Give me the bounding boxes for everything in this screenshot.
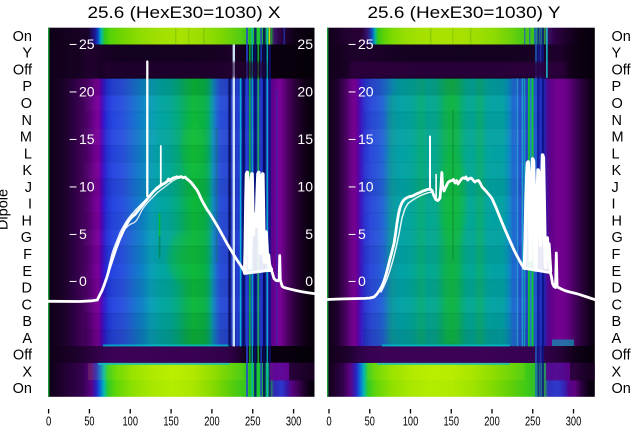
svg-text:300: 300	[286, 415, 301, 429]
svg-text:5: 5	[358, 226, 366, 242]
svg-text:10: 10	[297, 178, 313, 194]
svg-text:50: 50	[84, 415, 94, 429]
svg-text:Dipole: Dipole	[0, 189, 12, 230]
svg-text:0: 0	[46, 415, 51, 429]
svg-text:200: 200	[484, 415, 499, 429]
svg-text:25: 25	[297, 36, 313, 52]
svg-text:A: A	[612, 331, 622, 347]
svg-text:−: −	[348, 131, 356, 147]
svg-text:0: 0	[305, 273, 313, 289]
svg-text:On: On	[612, 29, 631, 45]
svg-text:0: 0	[358, 273, 366, 289]
svg-text:−: −	[69, 131, 77, 147]
svg-text:I: I	[28, 197, 32, 213]
svg-text:5: 5	[305, 226, 313, 242]
svg-text:25.6 (HexE30=1030) Y: 25.6 (HexE30=1030) Y	[368, 3, 561, 22]
svg-text:25.6 (HexE30=1030) X: 25.6 (HexE30=1030) X	[88, 3, 281, 22]
svg-text:B: B	[612, 314, 622, 330]
svg-text:Off: Off	[612, 62, 632, 78]
svg-text:150: 150	[163, 415, 178, 429]
svg-text:E: E	[612, 264, 622, 280]
svg-text:B: B	[22, 314, 32, 330]
svg-text:J: J	[25, 180, 32, 196]
svg-text:Off: Off	[612, 348, 632, 364]
svg-text:20: 20	[358, 84, 374, 100]
svg-text:100: 100	[123, 415, 138, 429]
svg-text:Off: Off	[13, 348, 33, 364]
svg-text:300: 300	[566, 415, 581, 429]
svg-text:−: −	[348, 273, 356, 289]
svg-text:On: On	[612, 381, 631, 397]
svg-text:K: K	[612, 163, 622, 179]
svg-text:250: 250	[245, 415, 260, 429]
svg-text:−: −	[348, 178, 356, 194]
svg-text:F: F	[612, 247, 621, 263]
svg-text:0: 0	[326, 415, 331, 429]
svg-text:Y: Y	[22, 46, 32, 62]
svg-text:5: 5	[79, 226, 87, 242]
svg-text:10: 10	[79, 178, 95, 194]
svg-text:P: P	[22, 79, 32, 95]
svg-text:−: −	[69, 84, 77, 100]
svg-text:X: X	[612, 364, 622, 380]
svg-text:−: −	[348, 226, 356, 242]
svg-text:10: 10	[358, 178, 374, 194]
svg-text:−: −	[69, 178, 77, 194]
svg-text:M: M	[612, 130, 624, 146]
svg-text:200: 200	[204, 415, 219, 429]
svg-text:C: C	[22, 297, 32, 313]
svg-text:−: −	[69, 226, 77, 242]
svg-text:M: M	[20, 130, 32, 146]
svg-text:15: 15	[297, 131, 313, 147]
svg-text:20: 20	[297, 84, 313, 100]
svg-text:On: On	[13, 381, 32, 397]
svg-text:G: G	[21, 230, 32, 246]
svg-text:100: 100	[403, 415, 418, 429]
svg-text:H: H	[612, 213, 622, 229]
svg-text:−: −	[69, 273, 77, 289]
svg-text:A: A	[22, 331, 32, 347]
svg-text:15: 15	[79, 131, 95, 147]
svg-text:F: F	[23, 247, 32, 263]
svg-text:Y: Y	[612, 46, 622, 62]
svg-text:D: D	[612, 281, 622, 297]
svg-text:25: 25	[358, 36, 374, 52]
svg-text:O: O	[21, 96, 32, 112]
svg-text:L: L	[24, 146, 32, 162]
svg-text:20: 20	[79, 84, 95, 100]
svg-text:K: K	[22, 163, 32, 179]
svg-text:G: G	[612, 230, 623, 246]
svg-text:−: −	[69, 36, 77, 52]
svg-text:25: 25	[79, 36, 95, 52]
svg-text:J: J	[612, 180, 619, 196]
svg-text:N: N	[22, 113, 32, 129]
svg-text:−: −	[348, 84, 356, 100]
svg-text:O: O	[612, 96, 623, 112]
svg-text:L: L	[612, 146, 620, 162]
svg-text:150: 150	[444, 415, 459, 429]
svg-text:E: E	[22, 264, 32, 280]
svg-text:N: N	[612, 113, 622, 129]
svg-text:0: 0	[79, 273, 87, 289]
svg-text:250: 250	[525, 415, 540, 429]
svg-text:D: D	[22, 281, 32, 297]
svg-text:−: −	[348, 36, 356, 52]
svg-text:On: On	[13, 29, 32, 45]
svg-text:P: P	[612, 79, 622, 95]
svg-text:15: 15	[358, 131, 374, 147]
svg-text:X: X	[22, 364, 32, 380]
svg-text:I: I	[612, 197, 616, 213]
svg-text:50: 50	[365, 415, 375, 429]
svg-text:Off: Off	[13, 62, 33, 78]
svg-text:C: C	[612, 297, 622, 313]
svg-text:H: H	[22, 213, 32, 229]
